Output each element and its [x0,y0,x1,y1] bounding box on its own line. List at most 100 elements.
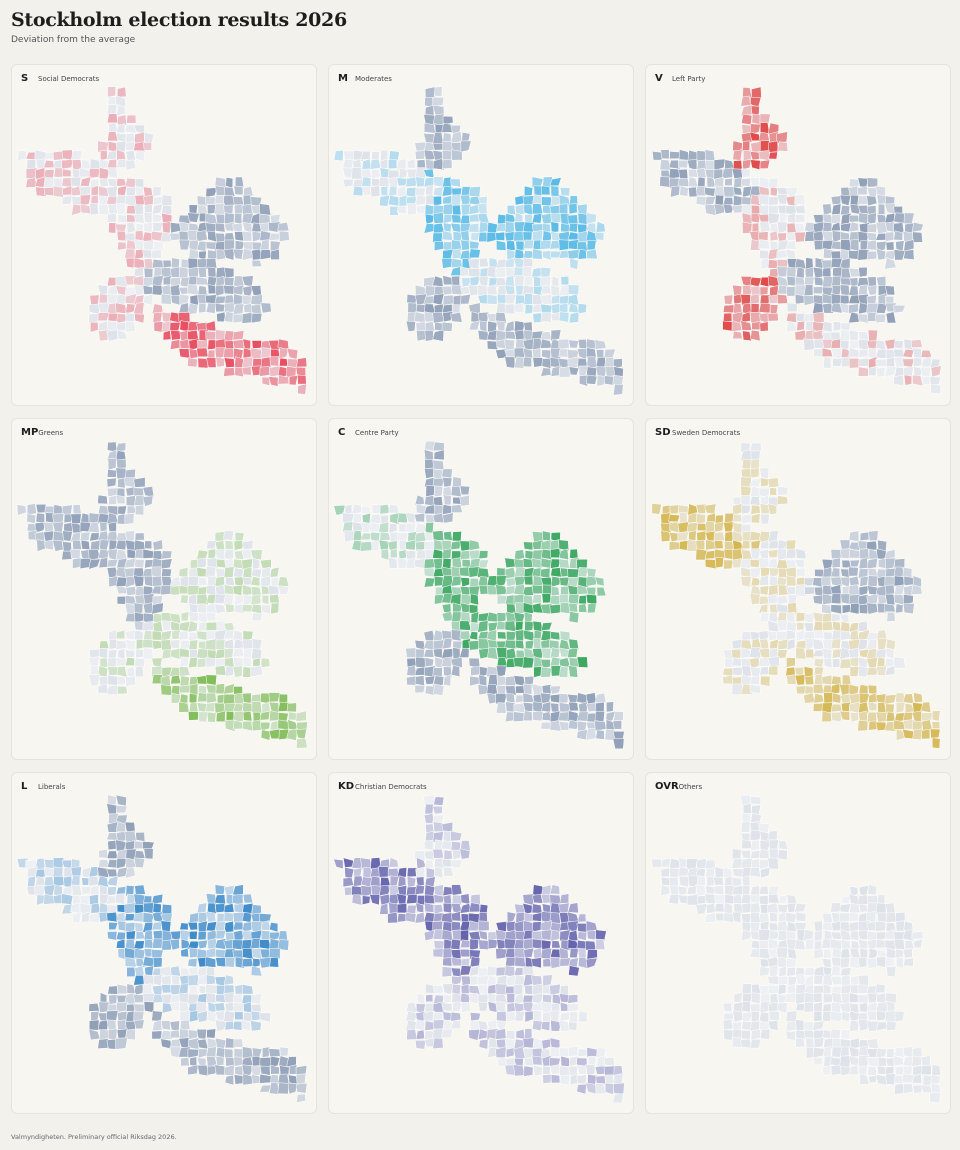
district-w [389,875,400,887]
district-w [63,513,73,523]
district-s [460,266,470,277]
district-se [187,1048,200,1059]
district-se [197,1064,209,1077]
district-c [461,559,471,568]
district-n [758,150,770,161]
district-e [495,948,508,960]
district-e [251,947,262,960]
district-w [405,912,417,923]
district-se [884,365,897,378]
district-n [432,468,444,480]
district-s [504,620,516,632]
district-se [152,1019,163,1031]
district-sw [117,686,128,695]
district-s [188,639,199,650]
district-sw [433,683,445,696]
district-se [197,711,208,723]
district-s [187,620,198,633]
district-w [406,876,417,888]
district-n [106,150,118,160]
district-se [178,348,191,359]
district-se [161,1020,171,1031]
district-s [207,266,217,279]
district-se [858,349,869,358]
district-e [839,929,852,941]
district-c [795,548,807,560]
district-se [821,347,833,357]
district-w [362,185,372,196]
district-e [876,241,887,251]
district-w [704,149,716,161]
district-e [223,903,235,914]
district-c [143,258,154,270]
district-e [506,911,517,924]
district-e [830,567,841,578]
district-w [61,194,73,205]
district-sw [124,639,137,651]
district-n [732,868,744,878]
district-n [442,477,453,488]
district-se [224,719,236,732]
district-sw [116,666,128,678]
district-s [822,1010,833,1022]
district-e [559,187,571,197]
district-s [214,295,226,305]
district-c [161,904,172,915]
district-se [289,1064,298,1075]
district-e [876,194,887,205]
district-c [126,214,137,223]
district-c [469,593,479,606]
district-s [189,1010,199,1023]
district-s [532,1020,543,1031]
district-s [251,313,263,324]
party-code: KD [338,781,355,792]
district-w [344,867,355,879]
source-note: Valmyndigheten. Preliminary official Rik… [11,1133,177,1141]
district-se [540,331,552,341]
district-e [586,930,597,941]
district-s [812,992,823,1003]
district-se [242,1073,254,1086]
party-code: C [338,427,346,438]
district-se [224,1075,234,1086]
district-c [133,213,145,224]
district-c [152,186,162,197]
district-n [135,832,146,842]
district-s [187,974,200,987]
district-se [496,665,507,678]
district-e [506,204,516,216]
district-se [785,1030,796,1041]
district-se [171,693,181,704]
district-se [612,1093,624,1104]
district-n [143,848,154,860]
district-e [259,948,270,959]
district-e [868,948,879,960]
district-s [867,285,878,296]
district-e [232,585,243,596]
district-e [214,222,226,233]
district-c [795,584,807,597]
district-w [343,857,354,868]
district-s [233,284,244,296]
district-e [170,585,181,596]
district-e [206,947,217,959]
district-se [786,302,798,313]
district-w [724,177,733,187]
district-c [767,902,779,914]
district-c [152,539,163,551]
district-s [777,976,789,986]
district-sw [750,1010,760,1023]
district-n [134,150,146,162]
district-se [261,376,271,386]
district-s [504,284,516,296]
district-s [196,630,208,641]
district-w [405,522,416,534]
district-se [151,657,163,668]
district-w [88,558,101,570]
district-n [750,840,760,851]
district-se [188,711,199,721]
district-se [297,374,307,385]
district-n [777,486,789,496]
district-c [134,559,145,569]
district-sw [760,675,771,687]
